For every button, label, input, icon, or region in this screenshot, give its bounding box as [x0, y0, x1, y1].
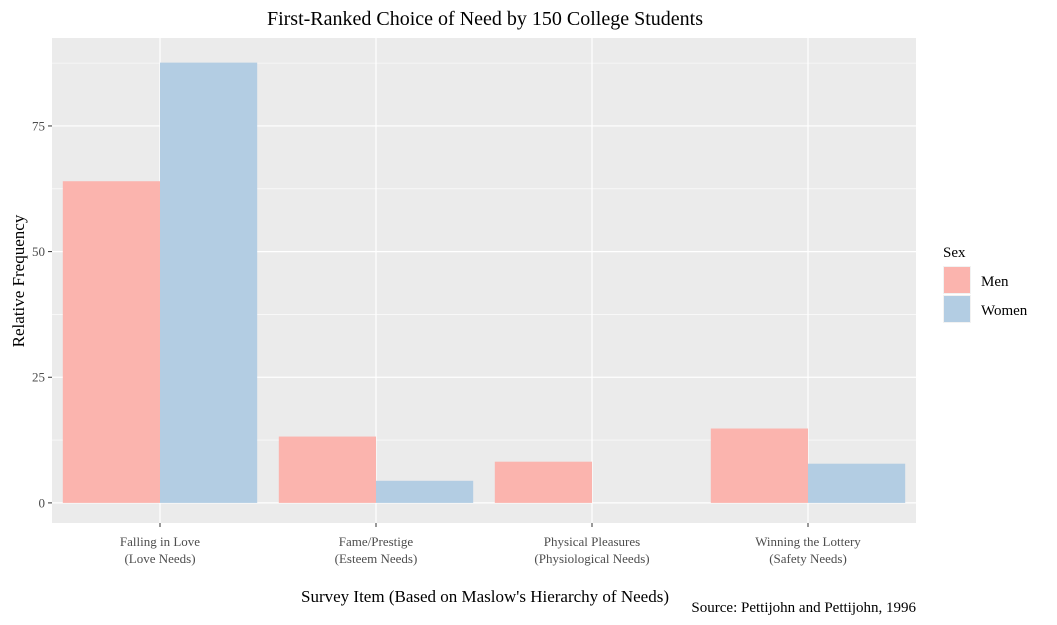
- legend-label-men: Men: [981, 274, 1009, 290]
- legend-key-women: [944, 296, 970, 322]
- legend-title: Sex: [943, 245, 966, 261]
- x-axis-title: Survey Item (Based on Maslow's Hierarchy…: [301, 587, 669, 606]
- bar-women: [160, 62, 258, 503]
- x-axis-ticks: Falling in Love (Love Needs) Fame/Prestige…: [120, 523, 861, 566]
- bar-men: [278, 436, 376, 503]
- bar-women: [808, 463, 906, 503]
- bar-men: [62, 181, 160, 503]
- bar-men: [494, 461, 592, 503]
- y-tick-label: 0: [39, 495, 46, 510]
- y-tick-label: 75: [32, 118, 45, 133]
- y-axis-title: Relative Frequency: [9, 214, 28, 347]
- source-caption: Source: Pettijohn and Pettijohn, 1996: [691, 600, 916, 616]
- bar-women: [376, 480, 474, 503]
- x-tick-label: Fame/Prestige (Esteem Needs): [335, 534, 418, 566]
- legend-label-women: Women: [981, 303, 1028, 319]
- y-tick-label: 25: [32, 370, 45, 385]
- bar-men: [710, 428, 808, 503]
- y-axis-ticks: 0 25 50 75: [32, 118, 52, 510]
- x-tick-label: Physical Pleasures (Physiological Needs): [534, 534, 649, 566]
- legend-key-men: [944, 267, 970, 293]
- x-tick-label: Falling in Love (Love Needs): [120, 534, 200, 566]
- chart-title: First-Ranked Choice of Need by 150 Colle…: [267, 8, 703, 30]
- legend: Sex Men Women: [943, 245, 1028, 323]
- x-tick-label: Winning the Lottery (Safety Needs): [755, 534, 861, 566]
- bars: [62, 62, 906, 503]
- y-tick-label: 50: [32, 244, 45, 259]
